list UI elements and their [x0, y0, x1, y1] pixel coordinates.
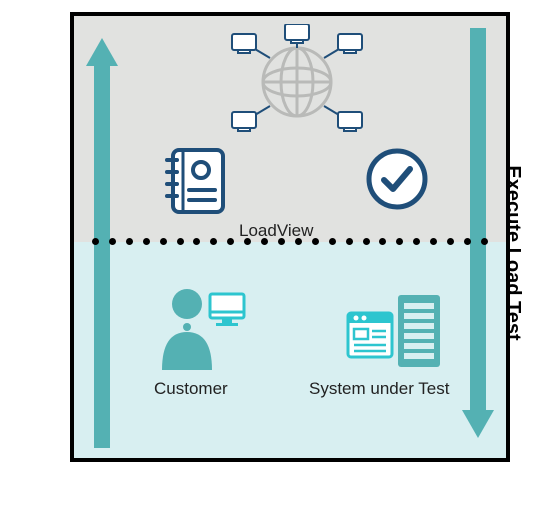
network-globe-icon [222, 24, 372, 139]
system-under-test-icon [344, 291, 444, 371]
setup-arrow-head [86, 38, 118, 66]
system-under-test-label: System under Test [309, 379, 449, 399]
customer-label: Customer [154, 379, 228, 399]
checkmark-circle-icon [364, 146, 430, 212]
address-book-icon [159, 146, 229, 216]
execute-arrow-shaft [470, 28, 486, 412]
diagram-frame: LoadView Customer [70, 12, 510, 462]
customer-icon [152, 282, 247, 372]
setup-arrow-shaft [94, 64, 110, 448]
loadview-label: LoadView [239, 221, 313, 241]
execute-arrow-head [462, 410, 494, 438]
